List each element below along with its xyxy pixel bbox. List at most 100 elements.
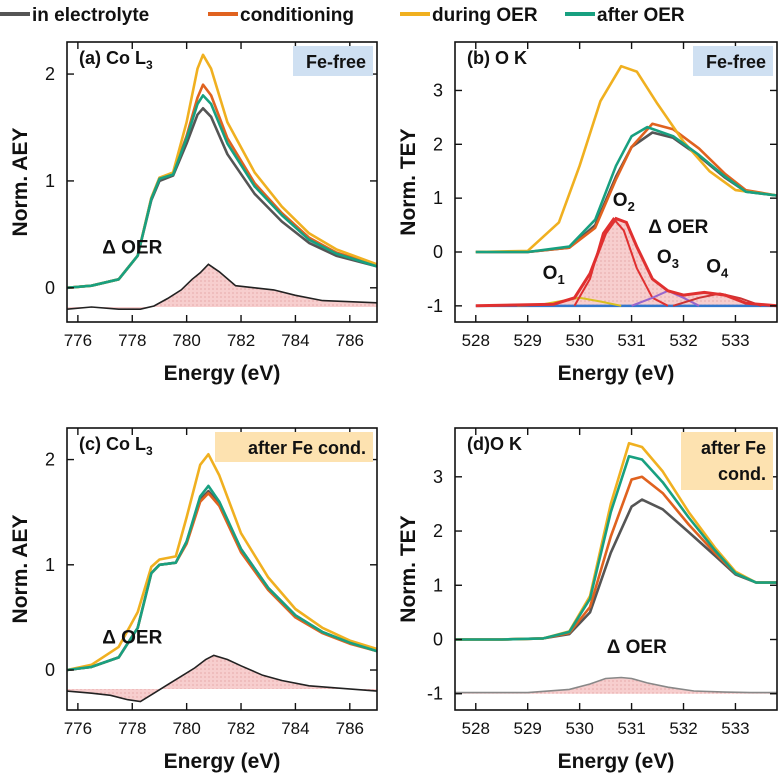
x-tick-label-c: 784: [281, 719, 309, 738]
y-tick-label-c: 0: [45, 660, 55, 680]
difference-line-d: [455, 676, 777, 694]
x-tick-label-a: 776: [64, 331, 92, 350]
panel-d: 528 529 530 531 532 533 -1 0 1 2 3 Energy (eV) Norm.…: [397, 427, 778, 773]
badge-b: [693, 46, 773, 76]
x-tick-label-b: 530: [565, 331, 593, 350]
y-tick-label-c: 1: [45, 555, 55, 575]
x-tick-label-d: 532: [669, 719, 697, 738]
x-tick-label-b: 533: [721, 331, 749, 350]
series-line-d-4: [455, 454, 777, 641]
series-line-c-3: [66, 453, 378, 672]
delta-oer-label-b: Δ OER: [648, 217, 708, 238]
y-tick-label-b: 0: [433, 242, 443, 262]
y-tick-label-b: 2: [433, 134, 443, 154]
badge-text-d: after Fe: [701, 438, 766, 458]
y-tick-label-b: -1: [427, 296, 443, 316]
panel-label-subscript-c: 3: [146, 444, 153, 458]
x-tick-label-a: 780: [172, 331, 200, 350]
x-tick-label-d: 529: [514, 719, 542, 738]
fit-peak-label-4: O4: [706, 256, 729, 280]
y-axis-label-c: Norm. AEY: [9, 515, 32, 624]
delta-oer-label-a: Δ OER: [102, 238, 162, 259]
badge-text-c: after Fe cond.: [248, 438, 366, 458]
x-tick-label-c: 780: [172, 719, 200, 738]
difference-fill-a: [67, 264, 377, 310]
difference-fill-b: [475, 218, 777, 306]
fit-peak-label-sub-3: 3: [672, 256, 679, 271]
series-line-b-4: [475, 125, 778, 254]
y-tick-label-d: -1: [427, 684, 443, 704]
panel-label-a: (a) Co L3: [79, 48, 153, 72]
x-tick-label-c: 776: [64, 719, 92, 738]
legend-item-after-oer: after OER: [565, 5, 685, 26]
x-tick-label-b: 531: [617, 331, 645, 350]
badge-c: [215, 432, 373, 462]
badge-text-d: cond.: [718, 464, 766, 484]
legend-item-conditioning: conditioning: [208, 5, 354, 26]
x-axis-label-d: Energy (eV): [558, 750, 675, 773]
fit-peak-label-main-3: O: [657, 247, 672, 268]
y-axis-label-d: Norm. TEY: [397, 515, 420, 622]
y-tick-label-d: 0: [433, 630, 443, 650]
legend-label-in-electrolyte: in electrolyte: [32, 5, 149, 26]
fit-peak-label-1: O1: [543, 263, 565, 287]
y-tick-label-d: 2: [433, 521, 443, 541]
difference-line-c: [66, 654, 378, 703]
difference-fill-d: [455, 677, 777, 694]
panel-a: 776 778 780 782 784 786 0 1 2 Energy (eV) Norm. AE…: [9, 41, 378, 385]
fit-peak-label-2: O2: [613, 190, 635, 214]
x-tick-label-d: 528: [462, 719, 490, 738]
panel-label-subscript-a: 3: [146, 58, 153, 72]
series-line-c-4: [66, 484, 378, 672]
fit-peak-label-3: O3: [657, 247, 679, 271]
x-tick-label-a: 782: [227, 331, 255, 350]
plot-frame-d: [454, 427, 778, 711]
badge-d: [681, 432, 773, 490]
panel-b: 528 529 530 531 532 533 -1 0 1 2 3 Energy (eV) Norm.…: [397, 41, 778, 385]
x-tick-label-d: 530: [565, 719, 593, 738]
panel-label-text-a: (a) Co L: [79, 48, 146, 68]
legend-label-conditioning: conditioning: [240, 5, 354, 26]
x-tick-label-c: 786: [336, 719, 364, 738]
x-tick-label-b: 528: [462, 331, 490, 350]
x-axis-label-b: Energy (eV): [558, 362, 675, 385]
difference-line-a: [66, 263, 378, 310]
y-axis-label-a: Norm. AEY: [9, 128, 32, 237]
y-tick-label-d: 3: [433, 467, 443, 487]
legend-item-during-oer: during OER: [400, 5, 538, 26]
plot-frame-c: [66, 427, 378, 711]
x-tick-label-a: 778: [118, 331, 146, 350]
fit-peak-label-sub-4: 4: [721, 265, 729, 280]
x-tick-label-c: 782: [227, 719, 255, 738]
panel-c: 776 778 780 782 784 786 0 1 2 Energy (eV) Norm. AE…: [9, 427, 378, 773]
legend: in electrolyte conditioning during OER a…: [0, 5, 685, 26]
x-tick-label-a: 786: [336, 331, 364, 350]
x-axis-label-a: Energy (eV): [164, 362, 281, 385]
fit-peak-label-main-2: O: [613, 190, 628, 211]
panel-label-b: (b) O K: [467, 48, 527, 68]
y-tick-label-c: 2: [45, 450, 55, 470]
y-tick-label-a: 0: [45, 278, 55, 298]
x-tick-label-d: 531: [617, 719, 645, 738]
fit-peak-label-main-1: O: [543, 263, 558, 284]
fit-peak-label-sub-2: 2: [628, 199, 635, 214]
delta-oer-label-c: Δ OER: [102, 628, 162, 649]
x-tick-label-b: 529: [514, 331, 542, 350]
legend-label-during-oer: during OER: [432, 5, 538, 26]
y-tick-label-b: 1: [433, 188, 443, 208]
x-tick-label-b: 532: [669, 331, 697, 350]
y-tick-label-b: 3: [433, 80, 443, 100]
panel-label-c: (c) Co L3: [79, 434, 153, 458]
plot-frame-b: [454, 41, 778, 323]
badge-text-b: Fe-free: [706, 52, 766, 72]
y-axis-label-b: Norm. TEY: [397, 128, 420, 235]
fit-peak-label-main-4: O: [706, 256, 721, 277]
plot-frame-a: [66, 41, 378, 323]
y-tick-label-a: 2: [45, 64, 55, 84]
badge-a: [293, 46, 373, 76]
legend-label-after-oer: after OER: [597, 5, 685, 26]
y-tick-label-a: 1: [45, 171, 55, 191]
x-axis-label-c: Energy (eV): [164, 750, 281, 773]
fit-peak-label-sub-1: 1: [557, 272, 564, 287]
